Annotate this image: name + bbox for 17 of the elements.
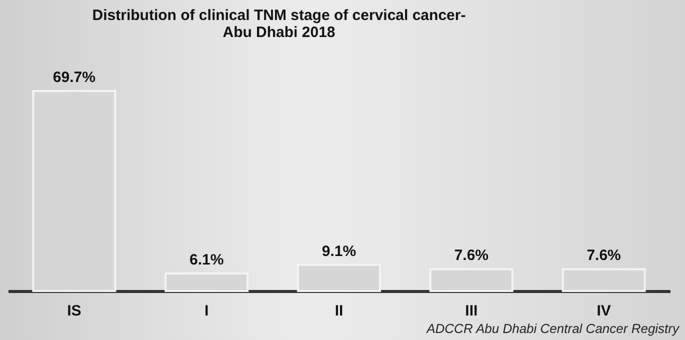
data-label: 6.1% [190,251,224,268]
x-tick-label: I [204,302,209,320]
x-tick-label: III [465,302,478,320]
bar [297,264,381,292]
data-label: 9.1% [322,242,356,260]
data-label: 69.7% [52,69,96,86]
data-label: 7.6% [586,247,621,264]
bar [562,268,646,292]
data-label: 7.6% [454,247,488,264]
bar [32,90,116,292]
bar [164,272,249,292]
x-tick-label: IV [596,302,611,320]
x-tick-label: II [334,302,344,320]
x-tick-label: IS [67,302,82,320]
text: ADCCR Abu Dhabi Central Cancer Registry [426,321,679,336]
bar [429,268,514,292]
chart-title: Distribution of clinical TNM stage of cervical cancer- Abu Dhabi 2018 [92,7,466,41]
